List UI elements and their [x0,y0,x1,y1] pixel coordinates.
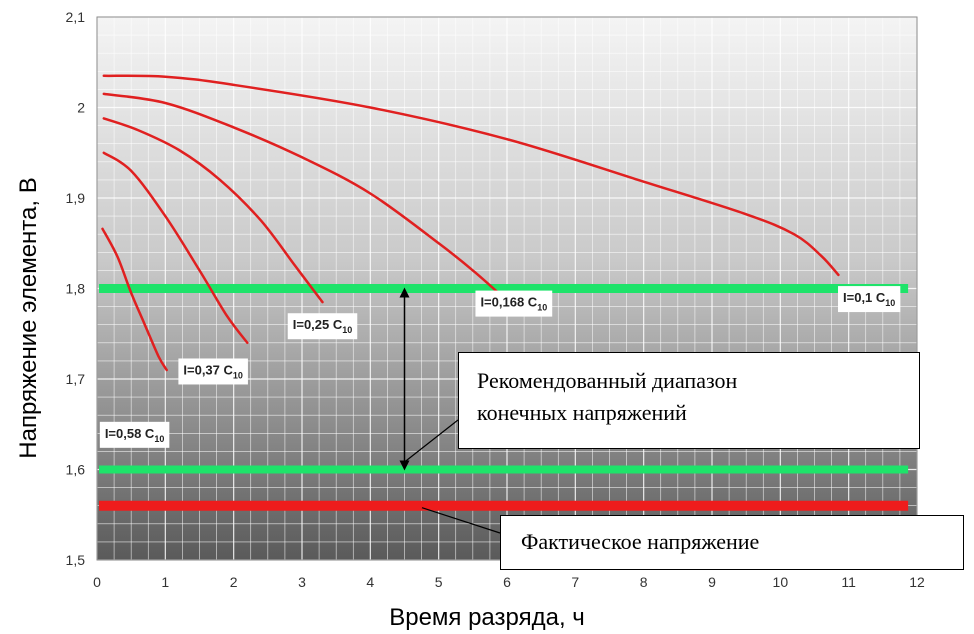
curve-label-5: I=0,1 C10 [838,286,901,313]
y-tick-label: 1,6 [66,462,86,478]
x-tick-label: 6 [503,574,511,590]
curve-label-subscript: 10 [342,325,352,335]
recommended-range-text-line-2: конечных напряжений [477,400,687,425]
curve-label-subscript: 10 [154,434,164,444]
curve-label-background [475,290,553,317]
curve-label-background [838,286,901,313]
discharge-curve-3 [102,117,324,304]
recommended-range-text-line-1: Рекомендованный диапазон [477,368,738,393]
y-tick-label: 2 [77,100,85,116]
x-tick-label: 0 [93,574,101,590]
discharge-curve-2 [102,151,249,345]
x-tick-label: 9 [708,574,716,590]
curve-label-subscript: 10 [537,303,547,313]
curve-label-2: I=0,37 C10 [178,358,248,385]
curve-label-main: I=0,25 C [293,317,343,332]
curve-label-1: I=0,58 C10 [99,421,170,448]
tick-labels: 0 1 2 3 4 5 6 7 8 9 10 11 121,51,61,71,81,922,1 [66,9,925,590]
curve-label-background [178,358,248,385]
curve-label-main: I=0,1 C [843,290,886,305]
reference-lines [99,284,909,511]
actual-voltage-text: Фактическое напряжение [521,529,760,554]
x-tick-label: 10 [773,574,789,590]
x-tick-label: 7 [571,574,579,590]
curve-label-main: I=0,37 C [183,362,233,377]
recommended-range-callout: Рекомендованный диапазон конечных напряж… [458,352,920,449]
x-tick-label: 3 [298,574,306,590]
curve-label-text: I=0,25 C10 [293,317,353,335]
curve-label-main: I=0,58 C [105,426,155,441]
x-tick-label: 4 [366,574,374,590]
curve-label-subscript: 10 [233,370,243,380]
curve-label-text: I=0,1 C10 [843,290,895,308]
series-curves [101,74,840,372]
y-tick-label: 2,1 [66,9,86,25]
x-tick-label: 5 [435,574,443,590]
curve-label-text: I=0,168 C10 [480,295,547,313]
x-tick-label: 8 [640,574,648,590]
curve-label-subscript: 10 [885,298,895,308]
x-tick-label: 12 [909,574,925,590]
curve-label-background [99,421,170,448]
x-axis-title: Время разряда, ч [389,604,585,631]
actual-voltage-callout: Фактическое напряжение [500,515,964,570]
curve-label-main: I=0,168 C [480,295,537,310]
range-callout-leader [404,419,459,463]
x-tick-label: 11 [841,574,856,590]
y-tick-label: 1,8 [66,281,86,297]
y-axis-title: Напряжение элемента, В [15,177,42,458]
curve-label-3: I=0,25 C10 [287,313,358,340]
curve-label-4: I=0,168 C10 [475,290,553,317]
curve-label-text: I=0,58 C10 [105,426,165,444]
annotations [399,287,501,534]
y-tick-label: 1,7 [66,371,86,387]
discharge-curve-5 [102,74,840,277]
y-tick-label: 1,5 [66,552,86,568]
actual-callout-leader [421,507,501,534]
x-tick-label: 2 [230,574,238,590]
curve-label-text: I=0,37 C10 [183,362,243,380]
discharge-curve-1 [101,227,168,372]
discharge-curve-4 [102,92,505,299]
y-tick-label: 1,9 [66,190,86,206]
curve-label-background [287,313,358,340]
x-tick-label: 1 [161,574,169,590]
